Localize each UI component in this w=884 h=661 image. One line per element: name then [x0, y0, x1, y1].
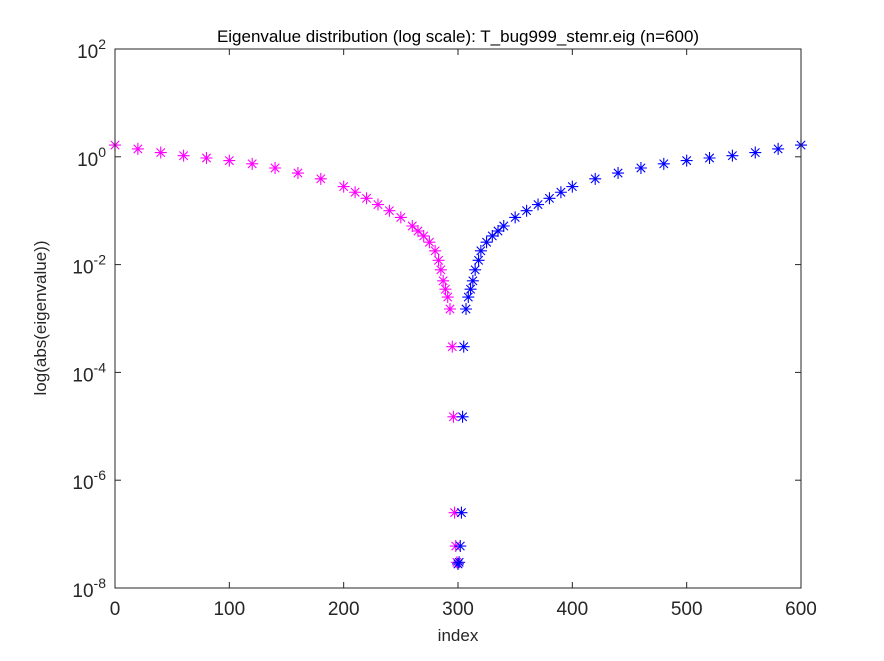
x-axis-label: index: [438, 626, 479, 645]
data-point: [520, 204, 533, 217]
data-point: [457, 340, 470, 353]
data-point: [448, 506, 461, 519]
data-point: [532, 198, 545, 211]
x-tick-label: 0: [110, 599, 121, 620]
data-point: [497, 220, 510, 233]
data-point: [371, 198, 384, 211]
data-point: [509, 211, 522, 224]
data-point: [554, 186, 567, 199]
data-point: [480, 236, 493, 249]
data-point: [634, 161, 647, 174]
data-point: [472, 254, 485, 267]
chart-title: Eigenvalue distribution (log scale): T_b…: [217, 27, 699, 46]
data-point: [443, 303, 456, 316]
y-axis-label: log(abs(eigenvalue)): [31, 241, 50, 396]
y-tick-base: 10: [77, 150, 98, 171]
data-point: [246, 157, 259, 170]
data-point: [360, 192, 373, 205]
data-point: [406, 220, 419, 233]
y-tick-label: 10-6: [72, 467, 106, 494]
x-tick-label: 200: [328, 599, 360, 620]
x-tick-label: 300: [442, 599, 474, 620]
x-tick-label: 600: [785, 599, 817, 620]
y-tick-base: 10: [72, 258, 93, 279]
data-point: [439, 283, 452, 296]
data-point: [474, 244, 487, 257]
x-tick-label: 100: [213, 599, 245, 620]
y-tick-label: 10-4: [72, 359, 106, 386]
y-tick-base: 10: [77, 42, 98, 63]
y-tick-label: 102: [77, 36, 106, 63]
data-point: [291, 167, 304, 180]
data-point: [469, 263, 482, 276]
series-1: [452, 139, 807, 570]
y-tick-exponent: -2: [94, 252, 107, 268]
data-point: [543, 192, 556, 205]
data-point: [423, 236, 436, 249]
data-point: [454, 540, 467, 553]
y-tick-exponent: -8: [94, 575, 107, 591]
data-point: [492, 225, 505, 238]
data-point: [455, 506, 468, 519]
data-point: [269, 161, 282, 174]
data-point: [462, 291, 475, 304]
data-point: [446, 340, 459, 353]
y-tick-base: 10: [72, 365, 93, 386]
data-point: [411, 225, 424, 238]
y-tick-exponent: -4: [94, 359, 107, 375]
x-tick-label: 500: [671, 599, 703, 620]
data-point: [177, 149, 190, 162]
y-tick-exponent: 2: [98, 36, 106, 52]
data-point: [434, 263, 447, 276]
data-point: [349, 186, 362, 199]
plot-area: [115, 49, 801, 588]
y-tick-label: 10-2: [72, 252, 106, 279]
data-point: [460, 303, 473, 316]
data-point: [447, 410, 460, 423]
data-point: [314, 172, 327, 185]
x-tick-label: 400: [556, 599, 588, 620]
data-point: [441, 291, 454, 304]
data-point: [417, 229, 430, 242]
data-point: [154, 146, 167, 159]
axes: [114, 48, 802, 589]
data-point: [432, 254, 445, 267]
data-point: [337, 180, 350, 193]
data-point: [456, 410, 469, 423]
data-series: [109, 139, 807, 570]
data-point: [680, 154, 693, 167]
data-point: [200, 152, 213, 165]
data-point: [589, 172, 602, 185]
data-point: [703, 152, 716, 165]
data-point: [726, 149, 739, 162]
data-point: [612, 167, 625, 180]
data-point: [486, 229, 499, 242]
data-point: [749, 146, 762, 159]
y-tick-base: 10: [72, 473, 93, 494]
data-point: [657, 157, 670, 170]
data-point: [131, 142, 144, 155]
data-point: [383, 204, 396, 217]
y-tick-exponent: 0: [98, 144, 106, 160]
data-point: [772, 142, 785, 155]
data-point: [429, 244, 442, 257]
data-point: [466, 274, 479, 287]
y-tick-label: 10-8: [72, 575, 106, 602]
y-tick-label: 100: [77, 144, 106, 171]
data-point: [566, 180, 579, 193]
data-point: [437, 274, 450, 287]
tick-labels: 0 100 200 300 400 500 60010-810-610-410-210010…: [72, 36, 816, 620]
data-point: [223, 154, 236, 167]
y-tick-base: 10: [72, 581, 93, 602]
data-point: [453, 556, 466, 569]
data-point: [394, 211, 407, 224]
y-tick-exponent: -6: [94, 467, 107, 483]
data-point: [464, 283, 477, 296]
